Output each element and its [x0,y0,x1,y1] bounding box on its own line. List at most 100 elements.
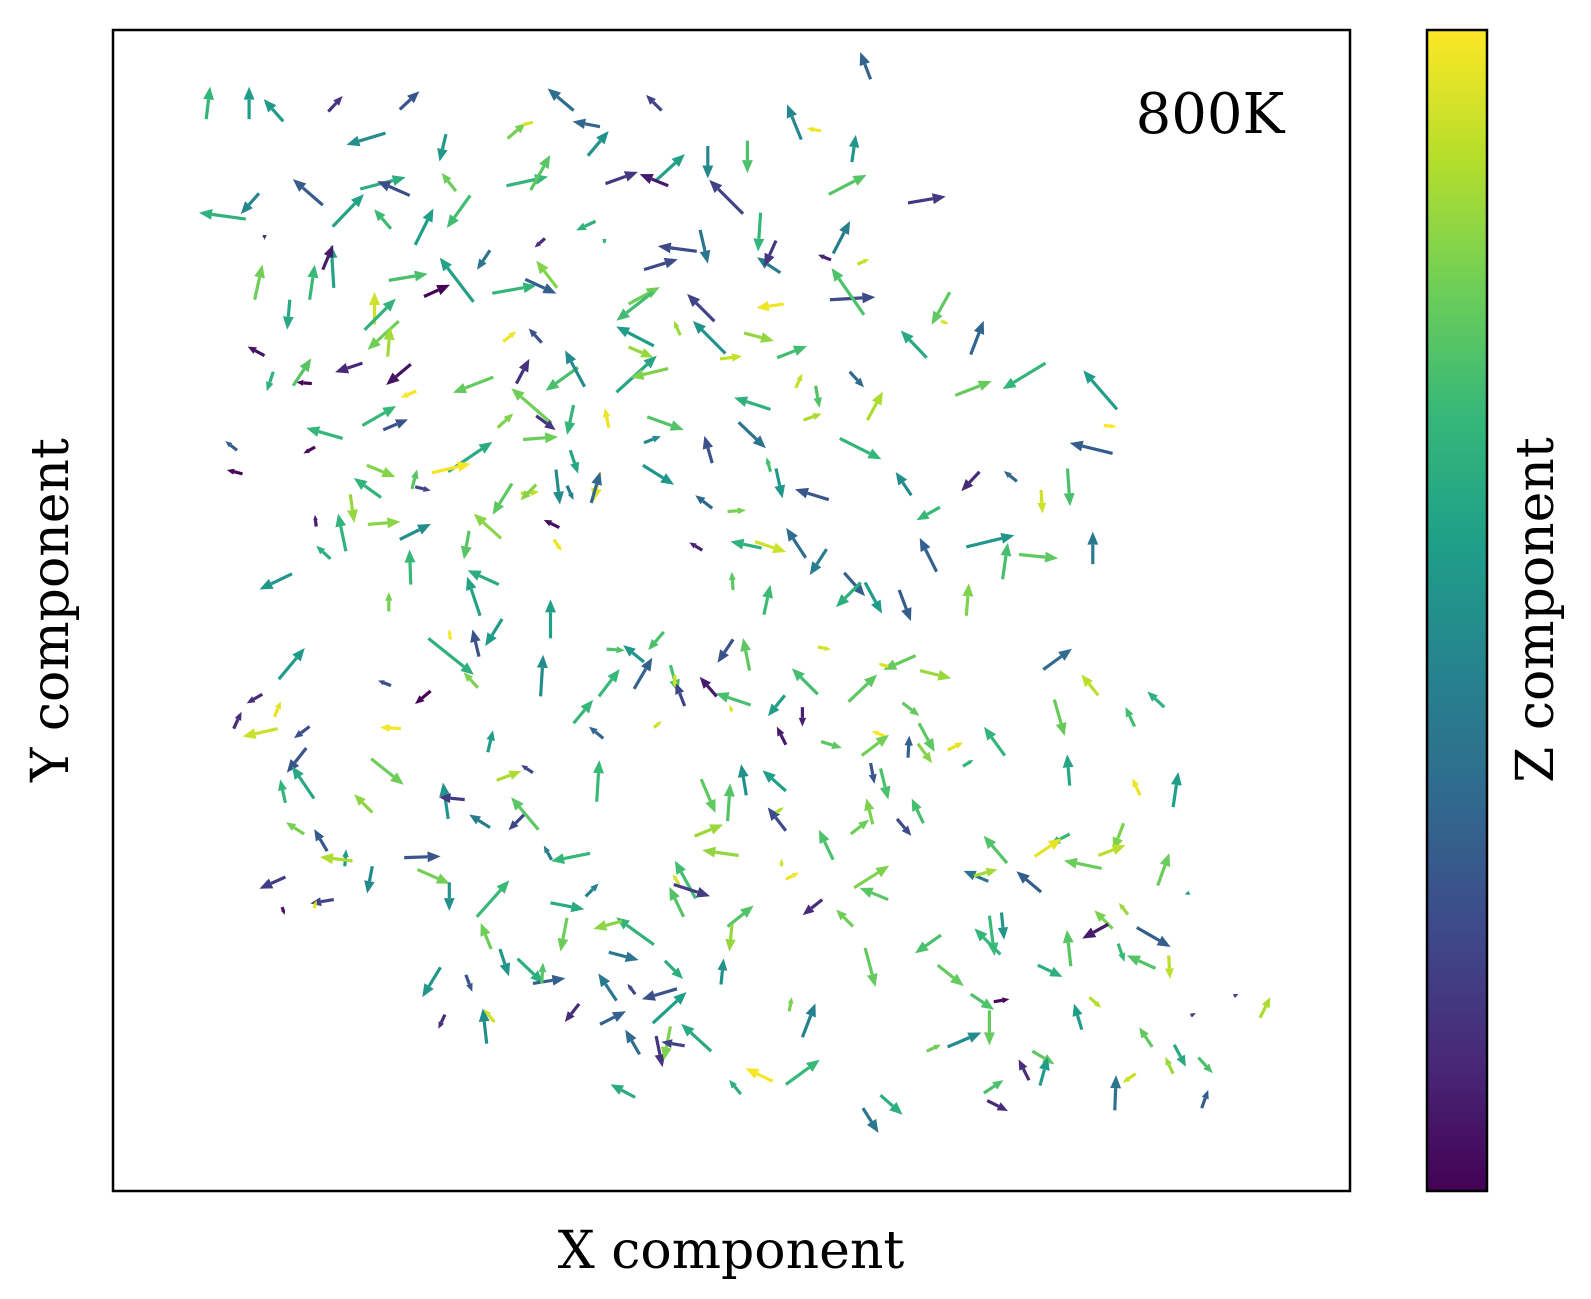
arrow-shaft [1116,943,1124,955]
arrow-head [590,883,599,892]
arrow-head [423,485,431,492]
arrow-head [441,172,452,184]
arrow-shaft [791,537,808,559]
arrow-head [630,369,645,380]
arrow-head [246,696,256,704]
arrow-shaft [1066,942,1073,967]
arrow-head [422,983,434,998]
arrow-shaft [901,701,913,712]
arrow-shaft [726,796,731,822]
arrow-shaft [674,877,681,886]
arrow-shaft [962,761,970,768]
arrow-head [728,571,736,581]
vector-arrow [630,366,669,380]
arrow-head [555,544,562,552]
arrow-head [254,264,265,279]
arrow-shaft [1092,922,1109,934]
vector-arrow [672,874,681,886]
arrow-head [1055,722,1067,737]
arrow-shaft [211,212,247,221]
arrow-head [937,669,952,681]
vector-arrow [1016,871,1043,894]
arrow-shaft [427,637,465,668]
vector-arrow [983,1080,1004,1095]
arrow-shaft [850,146,856,163]
arrow-head [313,514,318,521]
arrow-shaft [917,722,930,742]
arrow-shaft [968,470,981,484]
arrow-head [864,674,878,688]
arrow-shaft [518,806,540,831]
vector-arrow [726,905,754,928]
vector-arrow [225,441,238,452]
arrow-head [1047,838,1062,851]
arrow-shaft [771,777,787,793]
arrow-head [774,484,786,499]
arrow-head [1201,1089,1209,1100]
arrow-shaft [253,276,262,301]
arrow-head [868,773,877,784]
vector-arrow [756,301,784,312]
vector-arrow [1139,1027,1154,1048]
vector-arrow [1136,926,1171,948]
arrow-shaft [706,684,718,698]
vector-arrow [806,126,822,133]
vector-arrow [599,1011,626,1026]
arrow-head [767,807,780,821]
arrow-shaft [1200,1097,1207,1109]
arrow-shaft [363,484,383,499]
vector-arrow [737,421,766,449]
arrow-head [294,729,304,739]
arrow-shaft [1143,1035,1154,1048]
arrow-head [695,495,706,505]
arrow-head [353,478,368,491]
vector-arrow [598,973,618,1002]
arrow-head [262,234,267,240]
arrow-shaft [844,581,862,600]
arrow-head [643,355,657,369]
arrow-shaft [673,883,699,894]
vector-arrow [895,817,912,836]
arrow-shaft [823,255,832,262]
arrow-head [313,900,318,906]
vector-arrow [734,396,771,411]
arrow-shaft [584,122,601,129]
vector-arrow [674,860,698,900]
arrow-head [858,819,869,830]
arrow-head [672,682,678,688]
arrow-shaft [675,326,682,336]
vector-arrow [1232,993,1239,999]
arrow-head [530,489,539,496]
arrow-head [895,471,908,486]
vector-arrow [646,94,663,112]
vector-arrow [663,959,684,980]
arrow-head [1126,955,1141,966]
arrow-head [367,337,381,350]
vector-arrow [657,242,698,254]
arrow-head [437,147,448,162]
arrow-head [974,928,988,942]
arrow-shaft [370,757,395,778]
arrow-head [983,835,997,850]
vector-arrow [1082,922,1109,939]
vector-arrow [1172,1043,1186,1067]
arrow-head [539,154,551,169]
arrow-head [805,1059,820,1072]
arrow-shaft [367,865,374,882]
arrow-head [730,538,745,550]
arrow-head [314,829,325,842]
vector-arrow [431,461,471,475]
arrow-shaft [629,987,637,996]
arrow-head [687,293,701,307]
arrow-shaft [714,850,739,858]
arrow-shaft [1018,552,1046,559]
vector-arrow [860,734,890,757]
arrow-shaft [533,333,543,344]
vector-arrow [879,1094,903,1115]
vector-arrow [557,917,569,952]
arrow-head [864,798,875,812]
arrow-head [871,599,882,614]
vector-arrow [516,957,544,984]
arrow-head [696,887,711,898]
vector-arrow [545,599,556,639]
